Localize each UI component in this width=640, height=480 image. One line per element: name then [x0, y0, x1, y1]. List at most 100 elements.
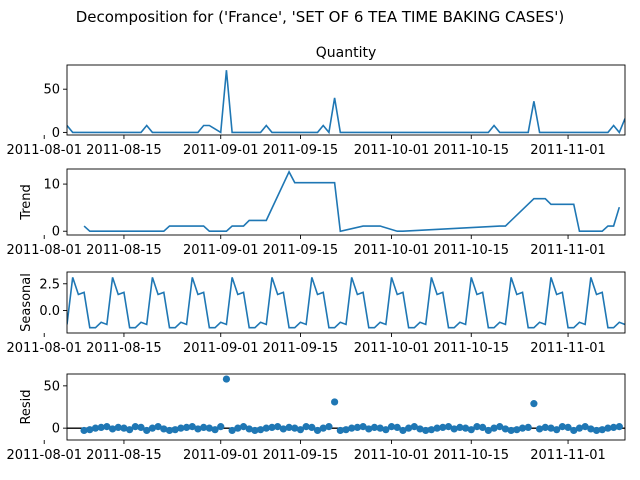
- resid-point: [245, 425, 253, 433]
- seasonal-xtick-label: 2011-09-01: [183, 341, 259, 356]
- seasonal-ylabel: Seasonal: [19, 273, 34, 332]
- resid-point: [205, 424, 213, 432]
- trend-ylabel: Trend: [19, 184, 34, 221]
- trend-xtick-label: 2011-08-01: [6, 243, 82, 258]
- trend-xtick-label: 2011-11-01: [530, 243, 606, 258]
- observed-axes-frame: [66, 64, 626, 136]
- observed-ytick-label: 0: [52, 126, 60, 141]
- trend-axes-frame: [66, 168, 626, 236]
- resid-point: [518, 424, 527, 432]
- panel-observed: 0 50 2011-08-01 2011-08-15 2011-09-01 2011-09…: [6, 45, 626, 158]
- observed-xtick-label: 2011-09-15: [263, 143, 339, 158]
- resid-point: [399, 426, 407, 435]
- panel-seasonal: 0.0 2.5 2011-08-01 2011-08-15 2011-09-01 2011…: [6, 271, 626, 356]
- resid-point: [598, 426, 606, 434]
- resid-point: [165, 426, 174, 435]
- resid-point: [530, 400, 538, 408]
- resid-point: [410, 423, 418, 431]
- resid-xtick-label: 2011-08-01: [6, 448, 82, 463]
- resid-point: [222, 375, 231, 383]
- resid-point: [427, 426, 436, 434]
- resid-point: [182, 423, 191, 431]
- seasonal-ytick-label: 0.0: [39, 304, 60, 319]
- resid-point: [268, 423, 276, 431]
- resid-point: [541, 423, 549, 431]
- resid-point: [467, 426, 475, 434]
- resid-point: [154, 423, 162, 431]
- resid-point: [473, 423, 481, 431]
- trend-ytick-label: 10: [43, 178, 60, 193]
- resid-point: [387, 423, 396, 431]
- trend-xtick-label: 2011-10-15: [433, 243, 509, 258]
- resid-xtick-label: 2011-09-01: [183, 448, 259, 463]
- resid-point: [547, 424, 555, 432]
- resid-point: [331, 398, 339, 406]
- resid-point: [137, 423, 145, 431]
- resid-xtick-label: 2011-08-15: [86, 448, 162, 463]
- resid-point: [558, 423, 566, 431]
- seasonal-ytick-label: 2.5: [39, 277, 60, 292]
- resid-point: [496, 423, 504, 431]
- resid-point: [313, 426, 322, 435]
- resid-point: [114, 423, 122, 431]
- resid-point: [336, 426, 344, 435]
- resid-point: [239, 423, 248, 431]
- panel-resid: 0 50 2011-08-01 2011-08-15 2011-09-01 2011-09…: [6, 373, 626, 463]
- panel-trend: 0 10 2011-08-01 2011-08-15 2011-09-01 2011-09…: [6, 168, 626, 258]
- trend-series-line: [83, 170, 621, 233]
- observed-xtick-label: 2011-09-01: [183, 143, 259, 158]
- resid-point: [194, 425, 202, 433]
- resid-point: [143, 426, 151, 435]
- resid-point: [308, 423, 316, 431]
- observed-title: Quantity: [316, 45, 377, 61]
- resid-point: [171, 426, 179, 434]
- resid-point: [91, 424, 100, 432]
- resid-point: [234, 424, 242, 432]
- resid-point: [581, 423, 589, 431]
- resid-point: [615, 423, 623, 431]
- resid-point: [461, 424, 470, 432]
- resid-point: [256, 426, 265, 434]
- resid-point: [365, 425, 373, 433]
- resid-point: [570, 426, 578, 435]
- resid-point: [296, 426, 305, 434]
- resid-point: [103, 423, 111, 431]
- resid-ylabel: Resid: [19, 389, 34, 424]
- resid-point: [353, 423, 361, 431]
- seasonal-xtick-label: 2011-10-01: [354, 341, 430, 356]
- seasonal-xtick-label: 2011-09-15: [263, 341, 339, 356]
- resid-point: [302, 423, 310, 431]
- resid-xtick-label: 2011-10-01: [354, 448, 430, 463]
- observed-series-line: [67, 70, 625, 135]
- resid-point: [592, 426, 601, 435]
- resid-point: [262, 424, 270, 432]
- resid-point: [490, 424, 498, 432]
- resid-xtick-label: 2011-09-15: [263, 448, 339, 463]
- resid-point: [177, 424, 185, 432]
- resid-point: [564, 423, 572, 431]
- seasonal-axes-frame: [66, 271, 626, 334]
- seasonal-xtick-label: 2011-10-15: [433, 341, 509, 356]
- resid-point: [553, 426, 561, 434]
- figure-suptitle: Decomposition for ('France', 'SET OF 6 T…: [76, 8, 565, 26]
- observed-xtick-label: 2011-10-15: [433, 143, 509, 158]
- resid-point: [188, 423, 196, 431]
- resid-point: [97, 423, 105, 431]
- resid-point: [80, 426, 88, 435]
- trend-ytick-label: 0: [52, 225, 60, 240]
- resid-ytick-label: 0: [52, 422, 60, 437]
- resid-point: [513, 426, 521, 434]
- trend-xtick-label: 2011-09-15: [263, 243, 339, 258]
- resid-axes-frame: [66, 373, 626, 441]
- resid-point: [444, 423, 453, 431]
- resid-point: [450, 425, 458, 433]
- resid-point: [456, 423, 464, 431]
- resid-point: [126, 426, 134, 434]
- resid-point: [484, 426, 492, 435]
- resid-point: [610, 423, 618, 431]
- resid-point: [535, 425, 544, 433]
- resid-point: [291, 424, 299, 432]
- observed-ytick-label: 50: [43, 83, 60, 98]
- resid-point: [348, 424, 356, 432]
- resid-point: [148, 424, 157, 432]
